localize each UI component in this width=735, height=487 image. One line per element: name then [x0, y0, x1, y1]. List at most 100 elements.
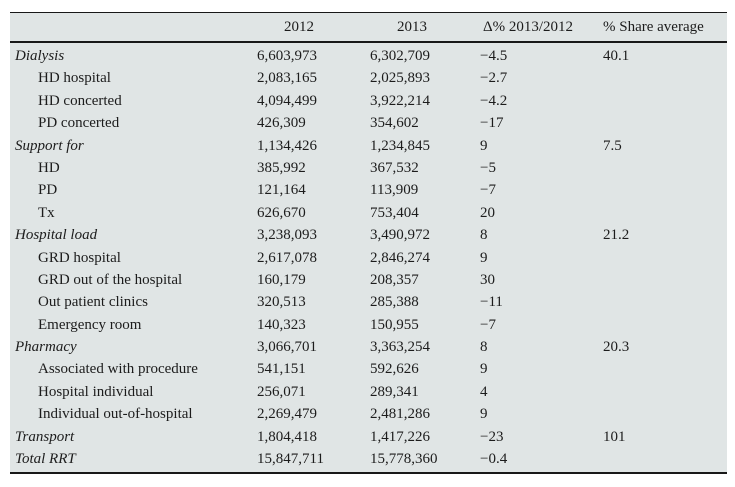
value-2013: 753,404: [370, 204, 419, 221]
row-label: Total RRT: [15, 451, 76, 468]
table-row: Associated with procedure 541,151 592,62…: [10, 358, 727, 380]
row-label: GRD hospital: [38, 249, 121, 266]
row-label: Support for: [15, 137, 84, 154]
delta-percent-value: 8: [480, 339, 488, 356]
row-label: Pharmacy: [15, 339, 77, 356]
value-2013: 113,909: [370, 182, 419, 199]
delta-percent-value: −4.5: [480, 48, 508, 64]
row-label: Associated with procedure: [38, 361, 198, 378]
value-2012: 426,309: [257, 115, 306, 132]
delta-percent-value: 30: [480, 271, 495, 288]
value-2012: 3,066,701: [257, 339, 317, 356]
share-average-value: 20.3: [603, 339, 630, 356]
value-2013: 285,388: [370, 294, 419, 311]
value-2012: 4,094,499: [257, 92, 317, 109]
row-label: Out patient clinics: [38, 294, 148, 311]
row-label: Hospital load: [15, 227, 98, 244]
value-2012: 1,134,426: [257, 137, 317, 154]
value-2013: 592,626: [370, 361, 419, 378]
row-label: GRD out of the hospital: [38, 271, 183, 288]
delta-percent-value: 20: [480, 204, 495, 221]
table-row: Total RRT 15,847,711 15,778,360 −0.4: [10, 448, 727, 470]
value-2012: 121,164: [257, 182, 306, 199]
table-row: HD concerted 4,094,499 3,922,214 −4.2: [10, 90, 727, 112]
table-header-row: 2012 2013 Δ% 2013/2012 % Share average: [10, 13, 727, 43]
value-2012: 1,804,418: [257, 428, 317, 445]
delta-percent-value: 8: [480, 227, 488, 244]
value-2013: 2,025,893: [370, 70, 430, 87]
value-2012: 541,151: [257, 361, 306, 378]
table-row: Out patient clinics 320,513 285,388 −11: [10, 291, 727, 313]
table-row: Support for 1,134,426 1,234,845 9 7.5: [10, 135, 727, 157]
col-header-2013: 2013: [397, 18, 427, 35]
table-row: Transport 1,804,418 1,417,226 −23 101: [10, 426, 727, 448]
table-row: Hospital individual 256,071 289,341 4: [10, 381, 727, 403]
share-average-value: 21.2: [603, 227, 630, 244]
value-2013: 289,341: [370, 383, 419, 400]
table-row: Dialysis 6,603,973 6,302,709 −4.5 40.1: [10, 45, 727, 67]
share-average-value: 101: [603, 428, 626, 445]
col-header-share-average: % Share average: [603, 18, 704, 35]
table-row: HD 385,992 367,532 −5: [10, 157, 727, 179]
value-2012: 2,269,479: [257, 406, 317, 423]
value-2013: 354,602: [370, 115, 419, 132]
table-row: HD hospital 2,083,165 2,025,893 −2.7: [10, 67, 727, 89]
value-2012: 160,179: [257, 271, 306, 288]
value-2012: 3,238,093: [257, 227, 317, 244]
value-2012: 385,992: [257, 159, 306, 176]
value-2012: 15,847,711: [257, 451, 324, 468]
value-2013: 150,955: [370, 316, 419, 333]
value-2013: 208,357: [370, 271, 419, 288]
value-2013: 2,846,274: [370, 249, 430, 266]
delta-percent-value: −17: [480, 115, 504, 132]
row-label: PD: [38, 182, 58, 199]
table-row: Tx 626,670 753,404 20: [10, 202, 727, 224]
delta-percent-value: −0.4: [480, 451, 508, 468]
row-label: HD: [38, 159, 60, 176]
value-2013: 15,778,360: [370, 451, 438, 468]
delta-percent-value: −4.2: [480, 92, 508, 109]
delta-percent-value: −7: [480, 182, 496, 199]
table-row: GRD hospital 2,617,078 2,846,274 9: [10, 247, 727, 269]
table-row: PD concerted 426,309 354,602 −17: [10, 112, 727, 134]
value-2012: 256,071: [257, 383, 306, 400]
delta-percent-value: −2.7: [480, 70, 508, 87]
value-2013: 3,363,254: [370, 339, 430, 356]
table-row: Emergency room 140,323 150,955 −7: [10, 314, 727, 336]
delta-percent-value: 4: [480, 383, 488, 400]
table-row: Hospital load 3,238,093 3,490,972 8 21.2: [10, 224, 727, 246]
delta-percent-value: −7: [480, 316, 496, 333]
row-label: HD hospital: [38, 70, 111, 87]
value-2013: 3,490,972: [370, 227, 430, 244]
row-label: Hospital individual: [38, 383, 154, 400]
value-2012: 2,083,165: [257, 70, 317, 87]
value-2013: 1,234,845: [370, 137, 430, 154]
delta-percent-value: 9: [480, 406, 488, 423]
delta-percent-value: −23: [480, 428, 504, 445]
table-row: PD 121,164 113,909 −7: [10, 179, 727, 201]
value-2013: 1,417,226: [370, 428, 430, 445]
delta-percent-value: −5: [480, 159, 496, 176]
row-label: Transport: [15, 428, 75, 445]
table-row: GRD out of the hospital 160,179 208,357 …: [10, 269, 727, 291]
row-label: Dialysis: [15, 48, 65, 64]
table-row: Pharmacy 3,066,701 3,363,254 8 20.3: [10, 336, 727, 358]
row-label: HD concerted: [38, 92, 122, 109]
data-table: 2012 2013 Δ% 2013/2012 % Share average D…: [10, 12, 727, 475]
delta-percent-value: 9: [480, 249, 488, 266]
table-body: Dialysis 6,603,973 6,302,709 −4.5 40.1 H…: [10, 43, 727, 472]
col-header-delta-percent: Δ% 2013/2012: [483, 18, 574, 35]
col-header-2012: 2012: [284, 18, 314, 35]
value-2013: 3,922,214: [370, 92, 430, 109]
row-label: Emergency room: [38, 316, 142, 333]
share-average-value: 7.5: [603, 137, 622, 154]
value-2012: 320,513: [257, 294, 306, 311]
value-2012: 2,617,078: [257, 249, 317, 266]
value-2013: 6,302,709: [370, 48, 430, 64]
value-2013: 367,532: [370, 159, 419, 176]
table-row: Individual out-of-hospital 2,269,479 2,4…: [10, 403, 727, 425]
value-2012: 6,603,973: [257, 48, 317, 64]
share-average-value: 40.1: [603, 48, 630, 64]
value-2012: 140,323: [257, 316, 306, 333]
